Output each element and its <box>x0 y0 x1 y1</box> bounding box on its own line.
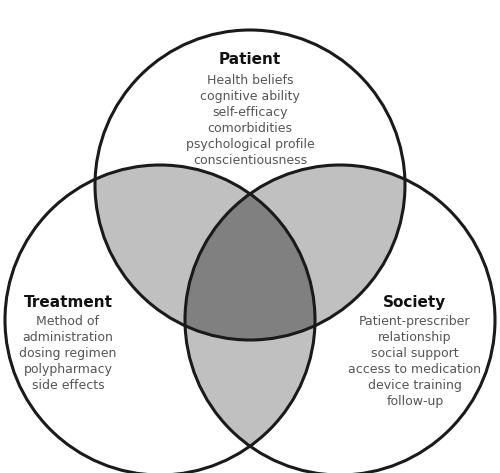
Circle shape <box>95 30 405 340</box>
Text: side effects: side effects <box>32 379 104 392</box>
Text: device training: device training <box>368 379 462 392</box>
Circle shape <box>185 165 495 473</box>
Polygon shape <box>185 194 315 340</box>
Text: administration: administration <box>22 331 114 344</box>
Text: Patient: Patient <box>219 52 281 67</box>
Polygon shape <box>185 194 315 446</box>
Text: conscientiousness: conscientiousness <box>193 154 307 167</box>
Text: Society: Society <box>384 295 446 310</box>
Polygon shape <box>185 165 405 340</box>
Text: relationship: relationship <box>378 331 452 344</box>
Text: access to medication: access to medication <box>348 363 482 376</box>
Text: Patient-prescriber: Patient-prescriber <box>359 315 471 328</box>
Text: social support: social support <box>371 347 459 360</box>
Text: Method of: Method of <box>36 315 100 328</box>
Text: follow-up: follow-up <box>386 395 444 408</box>
Text: Health beliefs: Health beliefs <box>207 74 293 87</box>
Text: Treatment: Treatment <box>24 295 112 310</box>
Text: psychological profile: psychological profile <box>186 138 314 151</box>
Text: cognitive ability: cognitive ability <box>200 90 300 103</box>
Text: polypharmacy: polypharmacy <box>24 363 112 376</box>
Text: dosing regimen: dosing regimen <box>20 347 116 360</box>
Polygon shape <box>95 165 315 340</box>
Circle shape <box>5 165 315 473</box>
Text: self-efficacy: self-efficacy <box>212 106 288 119</box>
Text: comorbidities: comorbidities <box>208 122 292 135</box>
